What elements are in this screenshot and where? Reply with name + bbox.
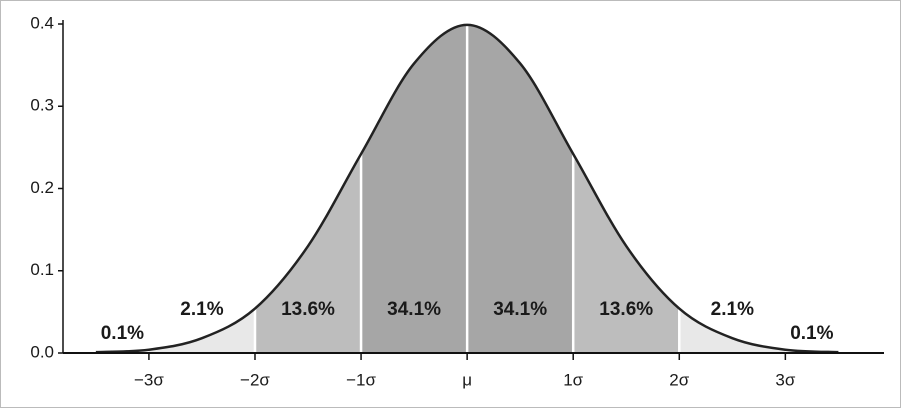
y-tick-label: 0.3 — [30, 96, 54, 115]
x-tick-label: −1σ — [346, 370, 376, 389]
x-tick-label: −2σ — [240, 370, 270, 389]
curve — [95, 23, 839, 354]
y-tick-label: 0.0 — [30, 342, 54, 361]
x-tick-label: μ — [462, 370, 472, 389]
x-tick-label: 2σ — [669, 370, 689, 389]
x-tick-label: 1σ — [563, 370, 583, 389]
band-label: 0.1% — [790, 323, 833, 344]
y-tick-label: 0.2 — [30, 178, 54, 197]
band-label: 13.6% — [281, 299, 335, 320]
band-label: 34.1% — [493, 299, 547, 320]
y-tick-label: 0.1 — [30, 260, 54, 279]
y-tick-label: 0.4 — [30, 13, 54, 32]
band-label: 13.6% — [599, 299, 653, 320]
band-label: 2.1% — [180, 299, 223, 320]
x-tick-label: 3σ — [775, 370, 795, 389]
band-label: 0.1% — [101, 323, 144, 344]
band-label: 34.1% — [387, 299, 441, 320]
band-label: 2.1% — [711, 299, 754, 320]
x-tick-label: −3σ — [134, 370, 164, 389]
